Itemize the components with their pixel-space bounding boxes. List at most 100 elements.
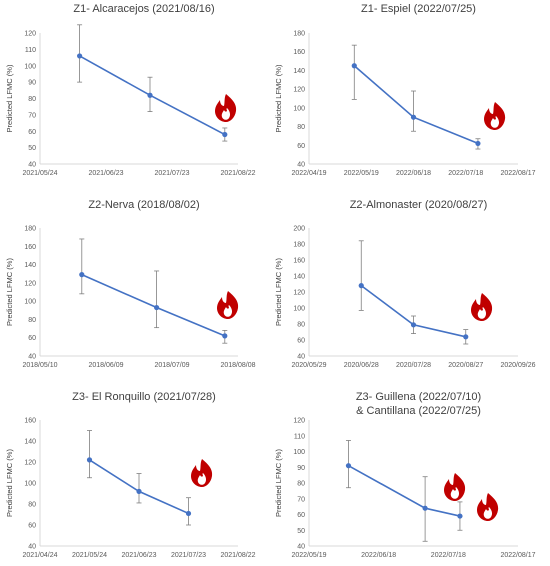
y-tick-label: 90 (297, 465, 305, 472)
y-tick-label: 100 (24, 481, 36, 488)
chart-title: Z1- Espiel (2022/07/25) (361, 3, 476, 15)
x-tick-label: 2021/05/24 (22, 170, 57, 177)
fire-icon (191, 459, 213, 487)
y-tick-label: 80 (297, 322, 305, 329)
y-tick-label: 100 (293, 306, 305, 313)
y-axis-label: Predicted LFMC (%) (274, 64, 283, 132)
data-point (351, 63, 357, 69)
data-point (345, 463, 352, 469)
y-tick-label: 140 (293, 274, 305, 281)
x-tick-label: 2022/08/17 (500, 170, 535, 177)
y-tick-label: 40 (297, 354, 305, 361)
y-tick-label: 180 (293, 31, 305, 38)
y-tick-label: 110 (25, 47, 36, 54)
y-tick-label: 40 (297, 162, 305, 169)
chart-title-line2: & Cantillana (2022/07/25) (356, 405, 481, 417)
y-tick-label: 60 (28, 335, 36, 342)
y-tick-label: 40 (28, 544, 36, 551)
error-bar (79, 238, 85, 295)
y-axis-label: Predicted LFMC (%) (274, 449, 283, 517)
data-point (136, 488, 142, 494)
x-tick-label: 2022/05/19 (291, 552, 326, 559)
x-tick-label: 2021/07/23 (154, 170, 189, 177)
x-tick-label: 2020/07/28 (396, 362, 431, 369)
y-tick-label: 180 (24, 226, 36, 233)
x-tick-label: 2021/06/23 (121, 552, 156, 559)
chart-title: Z3- Guillena (2022/07/10) (356, 391, 481, 403)
error-bar (87, 430, 92, 479)
y-axis-label: Predicted LFMC (%) (5, 64, 14, 132)
x-tick-label: 2022/07/18 (448, 170, 483, 177)
y-tick-label: 60 (297, 143, 305, 150)
y-tick-label: 80 (28, 317, 36, 324)
x-tick-label: 2020/08/27 (448, 362, 483, 369)
x-tick-label: 2021/06/23 (88, 170, 123, 177)
fire-icon (477, 493, 499, 521)
data-point (457, 513, 463, 519)
y-tick-label: 200 (293, 226, 305, 233)
y-tick-label: 60 (28, 523, 36, 530)
error-bar (154, 270, 160, 329)
data-point (422, 505, 428, 511)
data-point (410, 114, 417, 120)
chart-title: Z2-Almonaster (2020/08/27) (350, 199, 488, 211)
fire-icon (471, 293, 493, 321)
x-tick-label: 2022/04/19 (291, 170, 326, 177)
x-tick-label: 2018/06/09 (88, 362, 123, 369)
error-bar (136, 473, 142, 504)
x-tick-label: 2021/08/22 (220, 552, 255, 559)
x-tick-label: 2021/04/24 (22, 552, 57, 559)
chart-title: Z2-Nerva (2018/08/02) (88, 199, 199, 211)
y-tick-label: 80 (297, 124, 305, 131)
x-tick-label: 2022/06/18 (396, 170, 431, 177)
chart-title: Z3- El Ronquillo (2021/07/28) (72, 391, 216, 403)
x-tick-label: 2018/07/09 (154, 362, 189, 369)
series-line (348, 464, 461, 517)
x-tick-label: 2020/09/26 (500, 362, 535, 369)
x-tick-label: 2020/06/28 (344, 362, 379, 369)
x-tick-label: 2022/05/19 (344, 170, 379, 177)
y-tick-label: 100 (24, 63, 36, 70)
data-point (86, 457, 93, 463)
x-tick-label: 2021/05/24 (72, 552, 107, 559)
data-point (185, 510, 192, 517)
x-tick-label: 2022/06/18 (361, 552, 396, 559)
data-point (154, 304, 160, 311)
chart-panel-6: Z3- Guillena (2022/07/10) & Cantillana (2… (274, 391, 536, 559)
chart-panel-5: Z3- El Ronquillo (2021/07/28) 40 60 80 100 12… (5, 391, 256, 559)
chart-panel-3: Z2-Nerva (2018/08/02) 40 60 80 100 120 140 160 1… (5, 199, 256, 369)
chart-panel-2: Z1- Espiel (2022/07/25) 40 60 80 100 120 140 16… (274, 3, 536, 177)
y-tick-label: 120 (293, 87, 305, 94)
error-bar (411, 90, 416, 132)
data-point (463, 334, 469, 340)
y-tick-label: 140 (293, 68, 305, 75)
x-tick-label: 2018/08/08 (220, 362, 255, 369)
y-tick-label: 80 (28, 502, 36, 509)
series-line (353, 65, 479, 145)
chart-title: Z1- Alcaracejos (2021/08/16) (73, 3, 214, 15)
x-tick-label: 2022/07/18 (431, 552, 466, 559)
data-point (222, 333, 228, 339)
fire-icon (215, 94, 237, 122)
y-tick-label: 160 (293, 258, 305, 265)
y-axis-label: Predicted LFMC (%) (5, 258, 14, 326)
y-tick-label: 120 (24, 31, 36, 38)
series-line (81, 273, 226, 337)
data-point (410, 322, 417, 328)
x-tick-label: 2020/05/29 (291, 362, 326, 369)
y-tick-label: 40 (297, 544, 305, 551)
y-tick-label: 40 (28, 354, 36, 361)
y-tick-label: 40 (28, 162, 36, 169)
y-tick-label: 180 (293, 242, 305, 249)
x-tick-label: 2021/07/23 (171, 552, 206, 559)
y-tick-label: 120 (24, 280, 36, 287)
y-tick-label: 140 (24, 439, 36, 446)
y-axis-label: Predicted LFMC (%) (274, 258, 283, 326)
y-tick-label: 120 (24, 460, 36, 467)
y-tick-label: 160 (24, 418, 36, 425)
data-point (147, 92, 153, 98)
chart-panel-4: Z2-Almonaster (2020/08/27) 40 60 80 100 120 14… (274, 199, 536, 369)
y-tick-label: 160 (293, 49, 305, 56)
error-bar (358, 240, 364, 311)
